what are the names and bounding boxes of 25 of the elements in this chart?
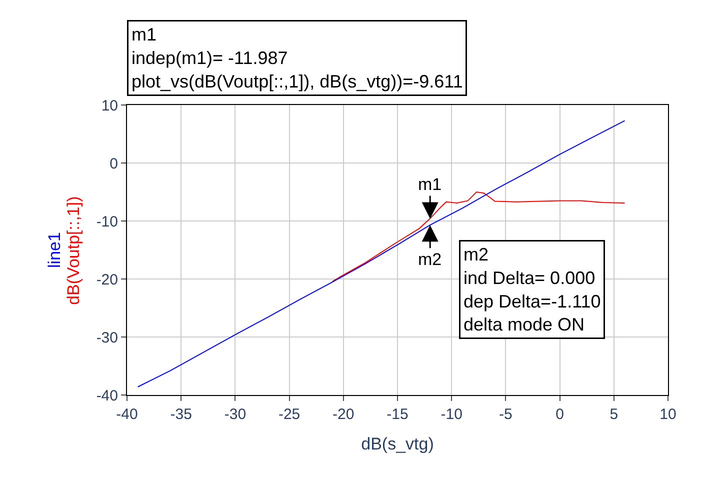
text: dB(Voutp[::,1]) [64,196,83,305]
y-tick-label: 0 [110,155,118,172]
text: line1 [44,232,64,268]
text: m1 indep(m1)= -11.987 plot_vs(dB(Voutp[::,1]), dB(s_vtg))=-9.611 [132,24,463,92]
x-axis-title: dB(s_vtg) [361,434,434,454]
x-tick-label: 10 [660,406,676,423]
x-tick-label: -20 [332,406,354,423]
x-tick-label: 5 [610,406,618,423]
x-tick-label: -10 [440,406,462,423]
x-tick-label: 0 [556,406,564,423]
x-tick-label: -30 [224,406,246,423]
annotation: m1 [418,175,442,194]
y-tick-label: -40 [96,387,118,404]
x-tick-label: -5 [499,406,512,423]
annotation: m2 [418,250,442,269]
line-series [137,120,626,388]
y-tick-label: -20 [96,271,118,288]
y-tick-label: -10 [96,213,118,230]
x-tick-label: -35 [170,406,192,423]
y-tick-label: 10 [101,97,118,114]
x-tick-label: -25 [278,406,300,423]
x-tick-label: -40 [116,406,138,423]
y-tick-label: -30 [96,329,118,346]
annotation: m2 ind Delta= 0.000 dep Delta=-1.110 delta mode ON [464,244,601,335]
x-tick-label: -15 [386,406,408,423]
